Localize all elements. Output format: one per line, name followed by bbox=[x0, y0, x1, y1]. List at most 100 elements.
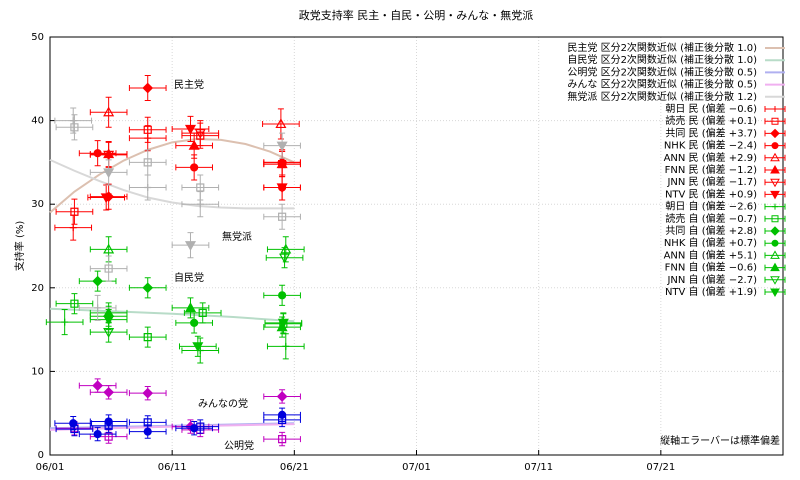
point bbox=[278, 415, 287, 424]
poll-series bbox=[55, 114, 301, 282]
point bbox=[276, 158, 288, 169]
legend-label: NHK 自 (偏差 +0.7) bbox=[664, 236, 757, 249]
chart-title: 政党支持率 民主・自民・公明・みんな・無党派 bbox=[299, 8, 534, 22]
point bbox=[92, 380, 103, 391]
legend-swatch bbox=[771, 117, 779, 125]
fit-curve bbox=[49, 158, 295, 210]
y-error-bar bbox=[71, 198, 78, 225]
y-error-bar bbox=[105, 255, 112, 282]
point bbox=[196, 183, 205, 192]
point bbox=[143, 333, 152, 342]
legend-label: NTV 民 (偏差 +0.9) bbox=[665, 187, 757, 200]
poll-series bbox=[89, 96, 300, 140]
point bbox=[192, 342, 204, 353]
x-tick-label: 06/11 bbox=[158, 462, 187, 473]
point bbox=[188, 139, 200, 150]
point bbox=[276, 141, 288, 152]
y-error-bar bbox=[105, 96, 112, 128]
legend-label: 民主党 区分2次関数近似 (補正後分散 1.0) bbox=[567, 41, 757, 54]
legend-label: NHK 民 (偏差 −2.4) bbox=[664, 139, 757, 152]
point bbox=[93, 430, 102, 439]
legend-label: NTV 自 (偏差 +1.9) bbox=[665, 285, 757, 298]
legend-swatch bbox=[770, 250, 780, 259]
point bbox=[70, 299, 79, 308]
point bbox=[143, 158, 152, 167]
y-error-bar bbox=[279, 412, 286, 428]
point bbox=[190, 163, 199, 172]
point bbox=[196, 422, 205, 431]
point bbox=[144, 183, 152, 191]
legend-label: みんな 区分2次関数近似 (補正後分散 0.5) bbox=[567, 78, 757, 91]
point bbox=[93, 149, 102, 158]
point bbox=[278, 291, 287, 300]
point bbox=[103, 243, 115, 254]
point bbox=[103, 386, 114, 398]
point bbox=[103, 168, 115, 179]
y-tick-label: 0 bbox=[38, 450, 44, 461]
legend-swatch bbox=[770, 288, 780, 298]
legend-label: ANN 民 (偏差 +2.9) bbox=[664, 151, 758, 164]
y-error-bar bbox=[144, 415, 151, 430]
point bbox=[184, 302, 197, 312]
legend-swatch bbox=[770, 164, 780, 174]
y-error-bar bbox=[279, 203, 286, 230]
legend-label: 共同 自 (偏差 +2.8) bbox=[665, 224, 757, 237]
point bbox=[70, 424, 79, 434]
y-tick-label: 10 bbox=[31, 366, 44, 377]
poll-series bbox=[54, 107, 220, 321]
legend-swatch bbox=[770, 262, 780, 272]
legend-label: ANN 自 (偏差 +5.1) bbox=[664, 248, 758, 261]
legend-label: 無党派 区分2次関数近似 (補正後分散 1.2) bbox=[567, 90, 757, 103]
annotation: 公明党 bbox=[224, 439, 254, 452]
point bbox=[277, 318, 289, 329]
legend-label: 自民党 区分2次関数近似 (補正後分散 1.0) bbox=[567, 53, 757, 66]
point bbox=[275, 118, 287, 129]
y-tick-label: 30 bbox=[31, 199, 44, 210]
plot-border bbox=[49, 36, 784, 456]
point bbox=[92, 275, 103, 287]
point bbox=[198, 308, 207, 317]
point bbox=[194, 129, 206, 139]
point bbox=[103, 106, 115, 117]
y-error-bar bbox=[71, 421, 78, 437]
legend-swatch bbox=[771, 239, 779, 247]
legend-label: 朝日 自 (偏差 −2.6) bbox=[665, 200, 757, 213]
point bbox=[104, 264, 113, 273]
point bbox=[143, 125, 152, 134]
legend-label: FNN 自 (偏差 −0.6) bbox=[665, 261, 757, 274]
y-error-bar bbox=[105, 418, 112, 433]
y-tick-label: 50 bbox=[31, 32, 44, 43]
point bbox=[279, 253, 291, 264]
y-error-bar bbox=[281, 247, 288, 269]
legend-label: 読売 民 (偏差 +0.1) bbox=[665, 114, 757, 127]
legend-swatch bbox=[770, 276, 780, 285]
x-tick-label: 07/21 bbox=[646, 462, 675, 473]
y-error-bar bbox=[197, 419, 204, 434]
point bbox=[282, 342, 290, 350]
legend-swatch bbox=[771, 215, 779, 223]
legend-swatch bbox=[771, 142, 779, 150]
legend-swatch bbox=[764, 252, 786, 259]
point bbox=[142, 82, 154, 94]
y-error-bar bbox=[144, 116, 151, 143]
point bbox=[276, 391, 288, 402]
point bbox=[69, 117, 77, 125]
point bbox=[103, 150, 115, 161]
legend-swatch bbox=[764, 118, 786, 125]
legend-label: FNN 民 (偏差 −1.2) bbox=[665, 163, 757, 176]
x-tick-label: 06/01 bbox=[36, 462, 65, 473]
legend-label: JNN 自 (偏差 −2.7) bbox=[666, 273, 757, 286]
annotation: みんなの党 bbox=[198, 397, 248, 410]
poll-series bbox=[78, 270, 167, 299]
point bbox=[196, 131, 205, 140]
legend-swatch bbox=[770, 190, 780, 200]
y-tick-label: 40 bbox=[31, 116, 44, 127]
legend-label: 公明党 区分2次関数近似 (補正後分散 0.5) bbox=[567, 65, 757, 78]
annotation: 自民党 bbox=[174, 271, 204, 284]
y-error-bar bbox=[277, 108, 284, 140]
y-error-bar bbox=[279, 431, 286, 447]
point bbox=[94, 304, 102, 312]
poll-series bbox=[55, 421, 301, 447]
